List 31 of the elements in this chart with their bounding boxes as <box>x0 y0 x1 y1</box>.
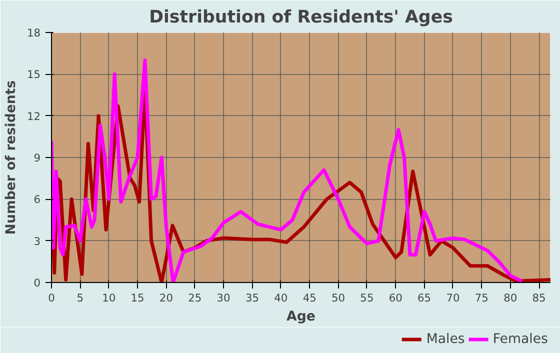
chart-title: Distribution of Residents' Ages <box>149 8 453 28</box>
x-tick-label: 45 <box>302 292 316 304</box>
x-tick-label: 30 <box>216 292 231 304</box>
x-tick-label: 55 <box>360 292 374 304</box>
x-tick-label: 40 <box>274 292 288 304</box>
line-series <box>52 58 524 282</box>
x-tick-label: 50 <box>332 292 346 304</box>
y-tick-label: 3 <box>34 234 40 248</box>
x-tick-label: 0 <box>48 292 56 304</box>
x-tick-label: 10 <box>102 292 116 304</box>
x-tick-label: 60 <box>388 292 403 304</box>
x-tick-label: 5 <box>76 292 84 304</box>
y-tick-label: 15 <box>26 68 41 82</box>
legend-label: Males <box>426 332 465 346</box>
y-tick-label: 0 <box>34 276 41 290</box>
y-tick-label: 9 <box>34 152 41 164</box>
y-tick-label: 12 <box>26 110 41 123</box>
x-tick-label: 85 <box>532 292 546 304</box>
y-axis-title: Number of residents <box>4 80 19 235</box>
x-axis-title: Age <box>286 310 316 324</box>
x-tick-label: 75 <box>474 292 488 304</box>
x-tick-label: 15 <box>130 292 144 304</box>
x-tick-label: 20 <box>159 292 174 304</box>
x-tick-label: 65 <box>418 292 432 304</box>
legend-label: Females <box>492 332 548 346</box>
x-tick-label: 35 <box>245 292 260 304</box>
y-tick-label: 6 <box>34 193 41 206</box>
x-tick-label: 70 <box>446 292 460 304</box>
y-tick-label: 18 <box>26 26 41 40</box>
x-tick-label: 25 <box>188 292 202 304</box>
x-tick-label: 80 <box>504 292 518 304</box>
